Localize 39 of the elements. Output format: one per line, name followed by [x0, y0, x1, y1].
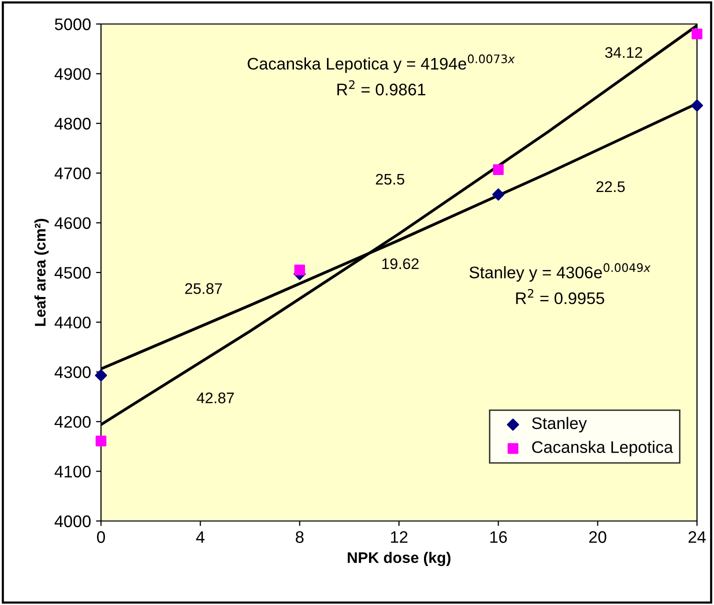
- legend-label: Stanley: [532, 416, 587, 432]
- y-tick-label: 4700: [54, 168, 91, 180]
- point: [96, 436, 106, 446]
- x-tick-label: 24: [688, 531, 706, 543]
- annotation: 34.12: [605, 47, 642, 58]
- annotation: 19.62: [382, 258, 419, 270]
- annotation: 25.87: [185, 283, 222, 294]
- x-tick-label: 16: [490, 531, 507, 543]
- point: [294, 264, 306, 276]
- point: [690, 99, 704, 112]
- x-tick-label: 0: [97, 531, 105, 543]
- x-tick-label: 8: [296, 531, 304, 543]
- point: [692, 28, 702, 40]
- y-tick-label: 4000: [54, 515, 91, 528]
- y-tick-label: 4300: [54, 366, 91, 378]
- annotation: 25.5: [376, 174, 404, 185]
- x-tick-label: 12: [391, 531, 408, 543]
- point: [492, 164, 504, 175]
- annotation: R$^{2}$ = 0.9861: [337, 80, 426, 96]
- legend-label: Cacanska Lepotica: [532, 440, 674, 456]
- annotation: Cacanska Lepotica y = 4194e$^{0.0073x}$: [248, 54, 515, 73]
- annotation: R$^{2}$ = 0.9955: [516, 288, 604, 304]
- annotation: 22.5: [596, 181, 625, 192]
- annotation: Stanley y = 4306e$^{0.0049x}$: [470, 263, 651, 282]
- y-axis-title: Leaf area (cm²): [34, 218, 49, 326]
- y-tick-label: 4500: [54, 266, 91, 279]
- x-tick-label: 20: [589, 531, 606, 543]
- y-tick-label: 4600: [54, 217, 91, 230]
- y-tick-label: 4200: [54, 416, 91, 428]
- point: [94, 369, 108, 382]
- y-tick-label: 4100: [54, 466, 91, 478]
- y-tick-label: 4400: [54, 316, 91, 328]
- y-tick-label: 4900: [54, 68, 91, 80]
- y-tick-label: 5000: [54, 18, 91, 30]
- point: [492, 188, 504, 201]
- annotation: 42.87: [196, 392, 234, 404]
- x-tick-label: 4: [196, 531, 204, 543]
- x-axis-title: NPK dose (kg): [348, 552, 450, 566]
- y-tick-label: 4800: [54, 118, 91, 130]
